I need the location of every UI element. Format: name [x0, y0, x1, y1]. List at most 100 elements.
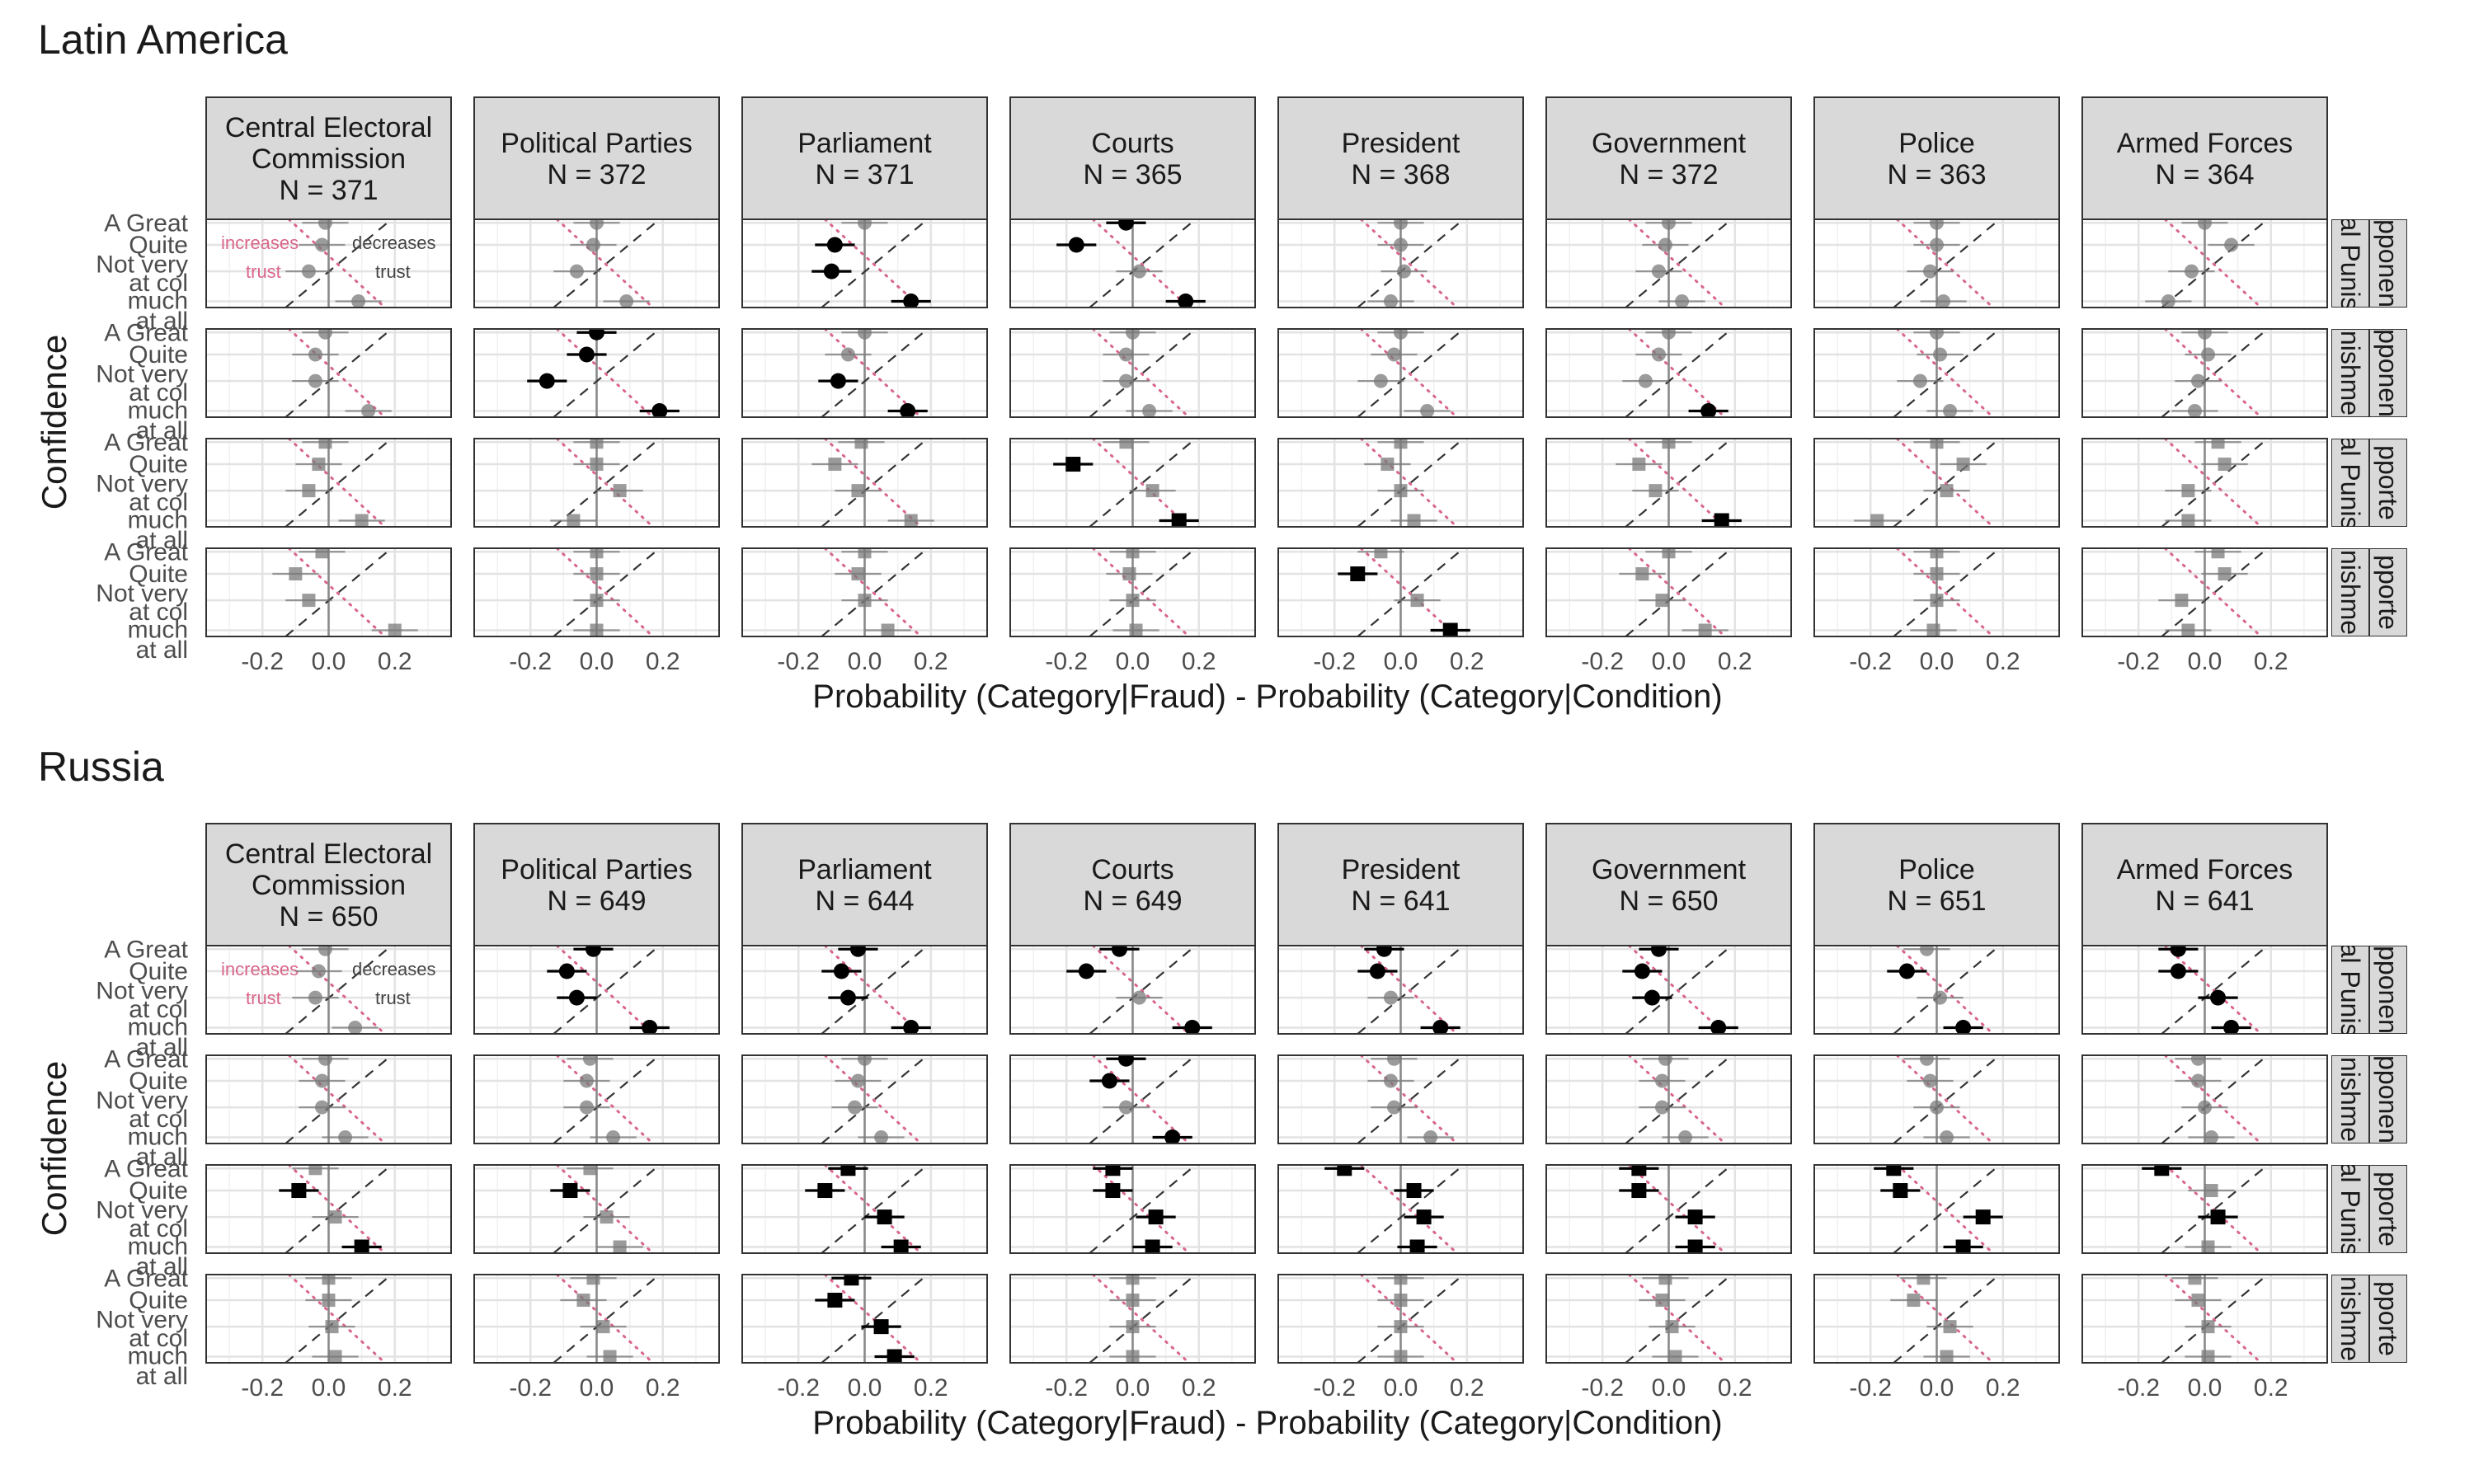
data-point-square: [2181, 514, 2195, 527]
x-tick-label: 0.2: [1182, 1374, 1216, 1402]
reference-diagonal-dotted: [1627, 1275, 1727, 1363]
reference-diagonal-dotted: [555, 548, 655, 636]
data-point-square: [828, 458, 842, 472]
data-point-square: [1631, 1165, 1647, 1176]
facet-strip-label: Parliament: [797, 128, 932, 159]
data-point-circle: [2198, 219, 2212, 230]
data-point-square: [1337, 1165, 1352, 1176]
panel-border: [1545, 218, 1792, 308]
data-point-circle: [582, 1055, 597, 1066]
data-point-circle: [1930, 237, 1944, 252]
facet-panel: [474, 439, 719, 527]
panel-border: [473, 1274, 720, 1364]
data-point-circle: [1068, 237, 1084, 253]
row-strip-background: [2331, 1055, 2369, 1144]
data-point-square: [1407, 514, 1421, 527]
facet-panel: [742, 946, 987, 1034]
reference-diagonal-dashed: [1893, 946, 2001, 1034]
x-tick-label: -0.2: [509, 648, 552, 675]
row-strip-background: [2369, 1165, 2407, 1253]
data-point-square: [854, 439, 868, 449]
data-point-circle: [338, 1130, 353, 1144]
data-point-circle: [308, 990, 322, 1005]
data-point-square: [596, 1320, 610, 1334]
facet-panel: [2082, 548, 2327, 636]
facet-panel: [1010, 1055, 1255, 1144]
y-tick-label: at all: [136, 1253, 188, 1280]
data-point-square: [590, 567, 604, 581]
data-point-square: [322, 1294, 336, 1308]
facet-panel: [1546, 219, 1791, 308]
data-point-circle: [569, 264, 584, 279]
data-point-square: [1374, 548, 1388, 559]
reference-diagonal-dotted: [287, 1165, 387, 1253]
facet-panel: [742, 329, 987, 417]
data-point-square: [1105, 1183, 1121, 1199]
data-point-circle: [1933, 347, 1948, 362]
data-point-circle: [1432, 1020, 1449, 1034]
reference-diagonal-dotted: [823, 1165, 923, 1253]
facet-strip-label: Courts: [1091, 128, 1174, 159]
data-point-circle: [1132, 990, 1147, 1005]
increases-trust-annotation: trust: [246, 261, 281, 282]
panel-border: [1009, 1274, 1256, 1364]
data-point-square: [1655, 1294, 1669, 1308]
x-tick-label: 0.0: [848, 648, 882, 675]
reference-diagonal-dotted: [1091, 1055, 1191, 1144]
row-strip-right: pponen: [2369, 219, 2407, 308]
facet-strip-label: N = 371: [815, 159, 914, 190]
facet-panel: [1278, 1165, 1523, 1253]
x-tick-label: 0.0: [1920, 1374, 1954, 1402]
data-point-circle: [1930, 219, 1944, 230]
data-point-circle: [585, 946, 601, 957]
data-point-square: [1129, 623, 1143, 636]
row-strip-background: [2331, 219, 2369, 308]
facet-strip-label: Political Parties: [501, 854, 692, 885]
reference-diagonal-dashed: [821, 1165, 929, 1253]
facet-strip: [473, 823, 720, 946]
row-strip-label: nishme: [2335, 331, 2365, 416]
x-tick-label: 0.2: [914, 648, 948, 675]
data-point-square: [1632, 458, 1646, 472]
facet-panel: [1278, 1275, 1523, 1363]
data-point-circle: [1658, 1055, 1672, 1066]
x-tick-label: -0.2: [1313, 1374, 1356, 1402]
row-strip-background: [2331, 946, 2369, 1034]
data-point-square: [1687, 1209, 1703, 1225]
facet-panel: [1546, 946, 1791, 1034]
y-tick-label: Quite: [129, 561, 188, 588]
facet-panel: [1546, 329, 1791, 417]
data-point-square: [1126, 548, 1140, 559]
facet-strip-label: N = 364: [2155, 159, 2254, 190]
data-point-circle: [2190, 1055, 2205, 1066]
facet-strip-label: N = 372: [547, 159, 646, 190]
facet-strip: [1277, 96, 1524, 220]
data-point-circle: [317, 329, 332, 340]
row-strip-right: pponen: [2369, 946, 2407, 1034]
panel-border: [205, 328, 452, 418]
x-tick-label: -0.2: [509, 1374, 552, 1402]
data-point-square: [1105, 1165, 1121, 1176]
panel-border: [1009, 328, 1256, 418]
data-point-circle: [1654, 1100, 1669, 1115]
reference-diagonal-dotted: [823, 439, 923, 527]
row-strip-background: [2369, 329, 2407, 417]
row-strip-right: nishme: [2331, 1275, 2369, 1363]
x-tick-label: 0.0: [1384, 1374, 1418, 1402]
data-point-square: [1698, 623, 1712, 636]
data-point-circle: [1369, 963, 1385, 979]
y-tick-label: Quite: [129, 1287, 188, 1314]
data-point-circle: [606, 1130, 621, 1144]
data-point-square: [1940, 484, 1954, 498]
data-point-circle: [1117, 219, 1134, 231]
data-point-square: [603, 1350, 617, 1363]
x-tick-label: 0.0: [1652, 1374, 1686, 1402]
reference-diagonal-dashed: [1089, 1275, 1197, 1363]
row-strip-background: [2369, 548, 2407, 636]
facet-strip-label: Commission: [252, 143, 406, 175]
data-point-circle: [1101, 1073, 1117, 1089]
panel-border: [1009, 547, 1256, 637]
y-tick-label: at all: [136, 1034, 188, 1061]
facet-strip-label: Central Electoral: [225, 838, 432, 870]
data-point-circle: [1644, 989, 1660, 1006]
